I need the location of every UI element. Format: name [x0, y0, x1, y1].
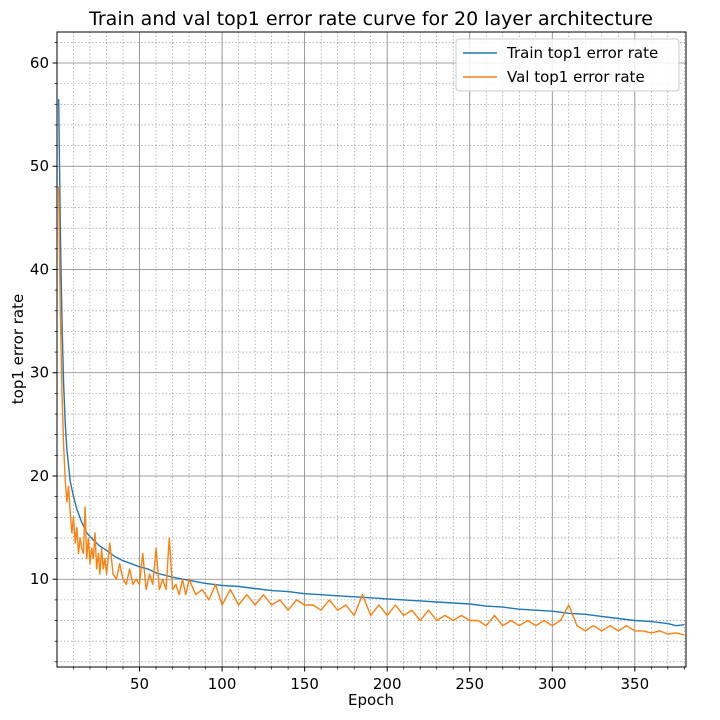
grid-major — [57, 32, 686, 667]
legend-label-val: Val top1 error rate — [507, 68, 645, 86]
legend-box — [455, 38, 680, 92]
legend: Train top1 error rate Val top1 error rat… — [455, 38, 680, 92]
y-tick-label: 30 — [30, 364, 49, 382]
train-error-line — [58, 99, 685, 627]
x-tick-label: 50 — [130, 675, 149, 693]
x-axis-label: Epoch — [348, 691, 394, 709]
series-lines — [58, 99, 685, 636]
y-axis-label: top1 error rate — [9, 294, 27, 404]
x-tick-label: 350 — [621, 675, 650, 693]
x-tick-label: 150 — [290, 675, 319, 693]
y-tick-label: 10 — [30, 570, 49, 588]
legend-label-train: Train top1 error rate — [506, 44, 658, 62]
x-tick-label: 250 — [455, 675, 484, 693]
x-tick-label: 300 — [538, 675, 567, 693]
y-tick-label: 40 — [30, 260, 49, 278]
y-tick-label: 60 — [30, 54, 49, 72]
grid-minor — [57, 32, 686, 667]
axis-ticks — [52, 41, 685, 672]
x-tick-label: 200 — [373, 675, 402, 693]
y-tick-label: 50 — [30, 157, 49, 175]
plot-frame — [56, 31, 687, 668]
y-tick-labels: 10 20 30 40 50 60 — [30, 54, 49, 588]
val-error-line — [58, 186, 685, 636]
x-tick-labels: 50 100 150 200 250 300 350 — [130, 675, 649, 693]
y-tick-label: 20 — [30, 467, 49, 485]
chart-title: Train and val top1 error rate curve for … — [88, 8, 653, 30]
x-tick-label: 100 — [208, 675, 237, 693]
